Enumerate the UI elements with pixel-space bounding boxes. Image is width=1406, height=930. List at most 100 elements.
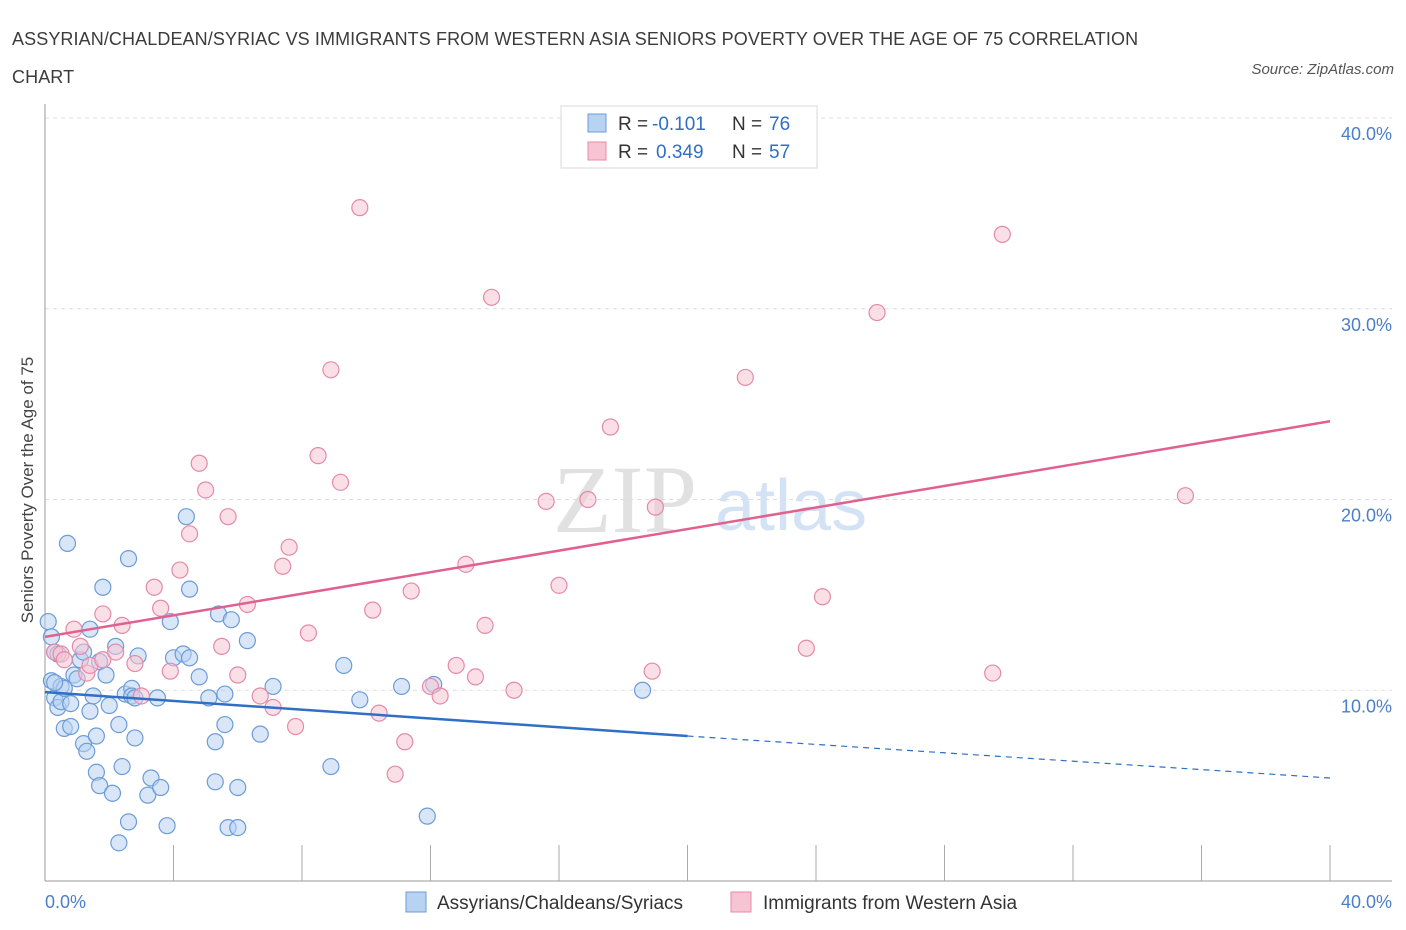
point-immigrants-58 [993,225,1011,243]
legend-bottom-swatch-pink [730,891,752,913]
x-tick-max: 40.0% [1341,892,1392,912]
point-immigrants-32 [331,473,350,491]
point-assyrians-63 [238,632,256,650]
point-immigrants-3 [65,620,83,638]
point-immigrants-38 [402,582,420,600]
point-immigrants-30 [309,447,327,465]
point-immigrants-46 [505,681,523,699]
point-immigrants-15 [161,662,179,680]
legend-n-label-2: N = [732,142,762,163]
y-axis-label: Seniors Poverty Over the Age of 75 [18,357,37,623]
point-assyrians-32 [110,715,128,734]
y-tick-label-30: 30.0% [1341,315,1392,335]
point-assyrians-44 [152,778,170,797]
point-immigrants-16 [171,561,189,579]
point-assyrians-66 [322,757,340,776]
point-assyrians-70 [418,807,436,825]
point-immigrants-41 [447,656,465,675]
point-immigrants-18 [190,454,208,472]
point-assyrians-45 [158,817,176,835]
point-immigrants-48 [550,576,568,594]
point-immigrants-54 [797,639,815,657]
point-assyrians-74 [62,695,80,713]
point-assyrians-49 [177,508,195,526]
point-immigrants-17 [180,525,199,543]
point-immigrants-40 [431,687,449,705]
legend-r-value-2: 0.349 [656,142,704,163]
legend-bottom-label-blue: Assyrians/Chaldeans/Syriacs [437,893,683,914]
trend-lines [44,420,1331,779]
source-label: Source: ZipAtlas.com [1251,61,1394,78]
legend-top: R = -0.101 N = 76 R = 0.349 N = 57 [560,105,818,169]
point-assyrians-23 [87,727,106,745]
point-immigrants-8 [94,651,112,669]
point-immigrants-36 [386,765,404,783]
legend-r-label-1: R = [618,114,648,135]
point-assyrians-26 [94,578,112,596]
point-immigrants-51 [643,662,661,680]
point-immigrants-55 [813,588,832,606]
point-immigrants-13 [145,578,163,596]
y-axis-tick-labels: 10.0% 20.0% 30.0% 40.0% [1341,124,1392,716]
point-assyrians-41 [139,786,157,804]
trend-line-immigrants [44,420,1331,639]
legend-n-value-1: 76 [769,114,790,135]
point-assyrians-35 [119,813,138,831]
point-assyrians-58 [216,685,234,703]
point-immigrants-7 [94,605,112,623]
point-immigrants-24 [251,687,269,705]
point-assyrians-61 [229,818,247,837]
point-assyrians-50 [180,580,199,598]
point-assyrians-12 [62,717,80,736]
point-immigrants-14 [152,599,170,617]
point-immigrants-50 [601,418,620,436]
y-tick-label-10: 10.0% [1341,696,1392,716]
point-immigrants-26 [274,557,292,575]
point-assyrians-65 [264,677,282,696]
x-axis-ticks [173,845,1331,881]
point-immigrants-44 [476,616,494,634]
point-assyrians-62 [229,778,247,797]
point-immigrants-59 [1176,487,1195,505]
point-assyrians-28 [100,696,118,715]
point-assyrians-60 [222,611,240,629]
point-immigrants-11 [126,654,144,673]
point-assyrians-54 [206,773,224,791]
point-immigrants-31 [322,361,340,379]
series-immigrants-points [46,199,1195,783]
watermark-atlas: atlas [715,466,867,546]
point-assyrians-29 [103,784,122,802]
trend-line-assyrians [44,690,688,738]
point-immigrants-35 [370,704,388,722]
point-immigrants-47 [537,492,555,511]
point-assyrians-11 [58,534,77,552]
point-assyrians-33 [113,757,131,776]
legend-bottom-label-pink: Immigrants from Western Asia [763,893,1018,914]
point-assyrians-64 [251,725,269,743]
point-assyrians-31 [110,834,128,852]
legend-swatch-pink [587,141,607,161]
point-immigrants-27 [280,538,298,556]
point-immigrants-2 [55,651,73,669]
point-immigrants-53 [736,368,754,387]
point-immigrants-45 [482,288,501,306]
series-assyrians-points [39,508,652,852]
chart-title: ASSYRIAN/CHALDEAN/SYRIAC VS IMMIGRANTS F… [12,29,1139,87]
legend-r-value-1: -0.101 [652,114,706,135]
point-immigrants-12 [132,687,150,705]
point-immigrants-52 [646,498,664,516]
point-immigrants-57 [984,664,1002,682]
point-immigrants-21 [219,508,237,526]
point-immigrants-37 [396,733,414,751]
point-immigrants-9 [107,643,125,661]
point-assyrians-27 [97,666,115,684]
legend-r-label-2: R = [618,142,648,163]
legend-n-value-2: 57 [769,142,790,163]
point-assyrians-51 [180,649,199,667]
y-tick-label-40: 40.0% [1341,124,1392,144]
axes [44,104,1392,882]
point-assyrians-67 [335,656,353,675]
y-tick-label-20: 20.0% [1341,506,1392,526]
point-assyrians-55 [206,733,224,751]
